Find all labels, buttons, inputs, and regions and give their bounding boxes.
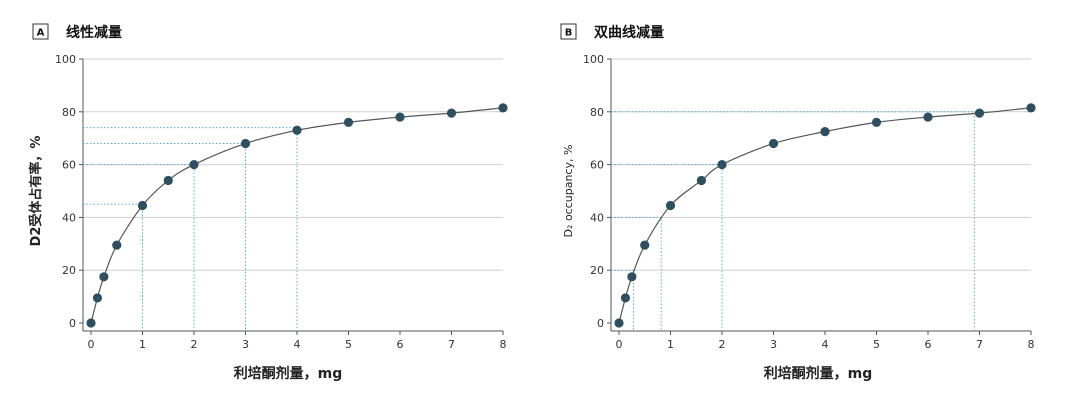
panel-b-y-tick-label-60: 60 xyxy=(590,159,604,172)
panel-a-x-tick-label-0: 0 xyxy=(88,338,95,351)
panel-a-data-point-1 xyxy=(92,293,103,303)
panel-a-guide-line-0 xyxy=(83,127,298,331)
panel-b-x-tick-label-1: 1 xyxy=(667,338,674,351)
panel-b-x-tick-label-5: 5 xyxy=(873,338,880,351)
panel-a-data-point-5 xyxy=(163,175,173,186)
panel-b-data-point-9 xyxy=(871,117,882,127)
panel-a-x-axis-label: 利培酮剂量，mg xyxy=(234,365,343,382)
panel-b-data-point-3 xyxy=(640,240,650,250)
panel-a-x-tick-label-5: 5 xyxy=(345,338,352,351)
panel-b-x-tick-label-0: 0 xyxy=(616,338,623,351)
panel-a-data-point-6 xyxy=(189,160,199,170)
panel-a-data-point-3 xyxy=(112,240,122,250)
panel-a-y-tick-label-100: 100 xyxy=(55,53,76,66)
panel-a-data-point-12 xyxy=(498,103,508,113)
panel-b-x-axis-label: 利培酮剂量，mg xyxy=(764,365,873,382)
panel-b-guide-line-3 xyxy=(611,269,634,331)
panel-a-guide-line-3 xyxy=(83,203,143,331)
panel-a-plot: 0 20 40 60 80 100 0 1 2 3 4 5 6 7 8 xyxy=(55,53,508,351)
panel-a-data-point-4 xyxy=(137,200,148,211)
panel-a-data-point-9 xyxy=(343,117,354,127)
panel-b-badge-label: B xyxy=(565,28,573,39)
panel-b-x-tick-label-6: 6 xyxy=(925,338,932,351)
panel-a-x-tick-label-3: 3 xyxy=(242,338,249,351)
panel-a-data-point-8 xyxy=(292,125,302,135)
panel-a-y-tick-label-0: 0 xyxy=(69,317,76,330)
panel-b-y-tick-label-80: 80 xyxy=(590,106,604,119)
panel-b-y-tick-label-40: 40 xyxy=(590,211,604,224)
panel-b-badge xyxy=(560,23,577,40)
panel-b-data-point-6 xyxy=(717,160,727,170)
panel-a-x-tick-label-2: 2 xyxy=(191,338,198,351)
panel-b-y-tick-label-100: 100 xyxy=(583,53,604,66)
panel-a-x-tick-label-1: 1 xyxy=(139,338,146,351)
panel-a-data-point-0 xyxy=(86,318,96,328)
panel-b-data-point-7 xyxy=(768,138,779,149)
panel-b-x-tick-label-7: 7 xyxy=(976,338,983,351)
panel-a-y-tick-label-60: 60 xyxy=(62,159,76,172)
panel-b: B 双曲线减量 0 20 40 60 80 100 0 1 2 3 4 5 6 7 8 利培酮剂量，mg D… xyxy=(560,23,1036,382)
panel-a-data-point-10 xyxy=(395,112,405,122)
panel-b-title: 双曲线减量 xyxy=(594,24,664,41)
panel-a-guide-line-1 xyxy=(83,142,246,331)
panel-b-guide-line-0 xyxy=(611,111,975,331)
panel-b-y-tick-label-0: 0 xyxy=(597,317,604,330)
panel-b-guide-line-2 xyxy=(611,216,662,331)
panel-b-guide-line-1 xyxy=(611,164,723,331)
panel-b-x-tick-label-3: 3 xyxy=(770,338,777,351)
panel-a-guide-line-2 xyxy=(83,164,195,331)
panel-a-x-tick-label-4: 4 xyxy=(294,338,301,351)
panel-b-y-axis-label: D₂ occupancy, % xyxy=(562,145,575,238)
panel-a-badge xyxy=(32,23,49,40)
panel-b-occupancy-curve xyxy=(618,107,1032,324)
panel-b-x-tick-label-8: 8 xyxy=(1028,338,1035,351)
panel-a-x-tick-label-7: 7 xyxy=(448,338,455,351)
panel-b-data-point-8 xyxy=(820,127,830,137)
panel-b-data-point-11 xyxy=(974,108,985,118)
panel-a-data-point-11 xyxy=(446,108,457,118)
panel-a-y-tick-label-80: 80 xyxy=(62,106,76,119)
panel-a-y-tick-label-20: 20 xyxy=(62,264,76,277)
panel-b-data-point-1 xyxy=(620,293,631,303)
panel-b-y-tick-label-20: 20 xyxy=(590,264,604,277)
panel-b-data-point-12 xyxy=(1026,103,1036,113)
panel-a-x-tick-label-6: 6 xyxy=(397,338,404,351)
panel-b-data-point-2 xyxy=(627,272,637,282)
panel-b-data-point-4 xyxy=(665,200,676,211)
panel-a-y-axis-label: D2受体占有率，% xyxy=(28,136,44,247)
panel-a-data-point-7 xyxy=(240,138,251,149)
panel-b-x-tick-label-4: 4 xyxy=(822,338,829,351)
panel-b-x-tick-label-2: 2 xyxy=(719,338,726,351)
panel-a-badge-label: A xyxy=(37,28,45,39)
panel-b-data-point-0 xyxy=(614,318,624,328)
panel-b-data-point-10 xyxy=(923,112,933,122)
panel-a: A 线性减量 0 20 40 60 80 100 0 1 2 3 4 5 6 7 8 利培酮剂量，mg D2… xyxy=(28,23,508,382)
panel-a-y-tick-label-40: 40 xyxy=(62,211,76,224)
panel-a-data-point-2 xyxy=(99,272,109,282)
panel-b-data-point-5 xyxy=(696,175,707,186)
panel-a-title: 线性减量 xyxy=(66,24,122,41)
panel-a-x-tick-label-8: 8 xyxy=(500,338,507,351)
panel-b-plot: 0 20 40 60 80 100 0 1 2 3 4 5 6 7 8 xyxy=(583,53,1036,351)
